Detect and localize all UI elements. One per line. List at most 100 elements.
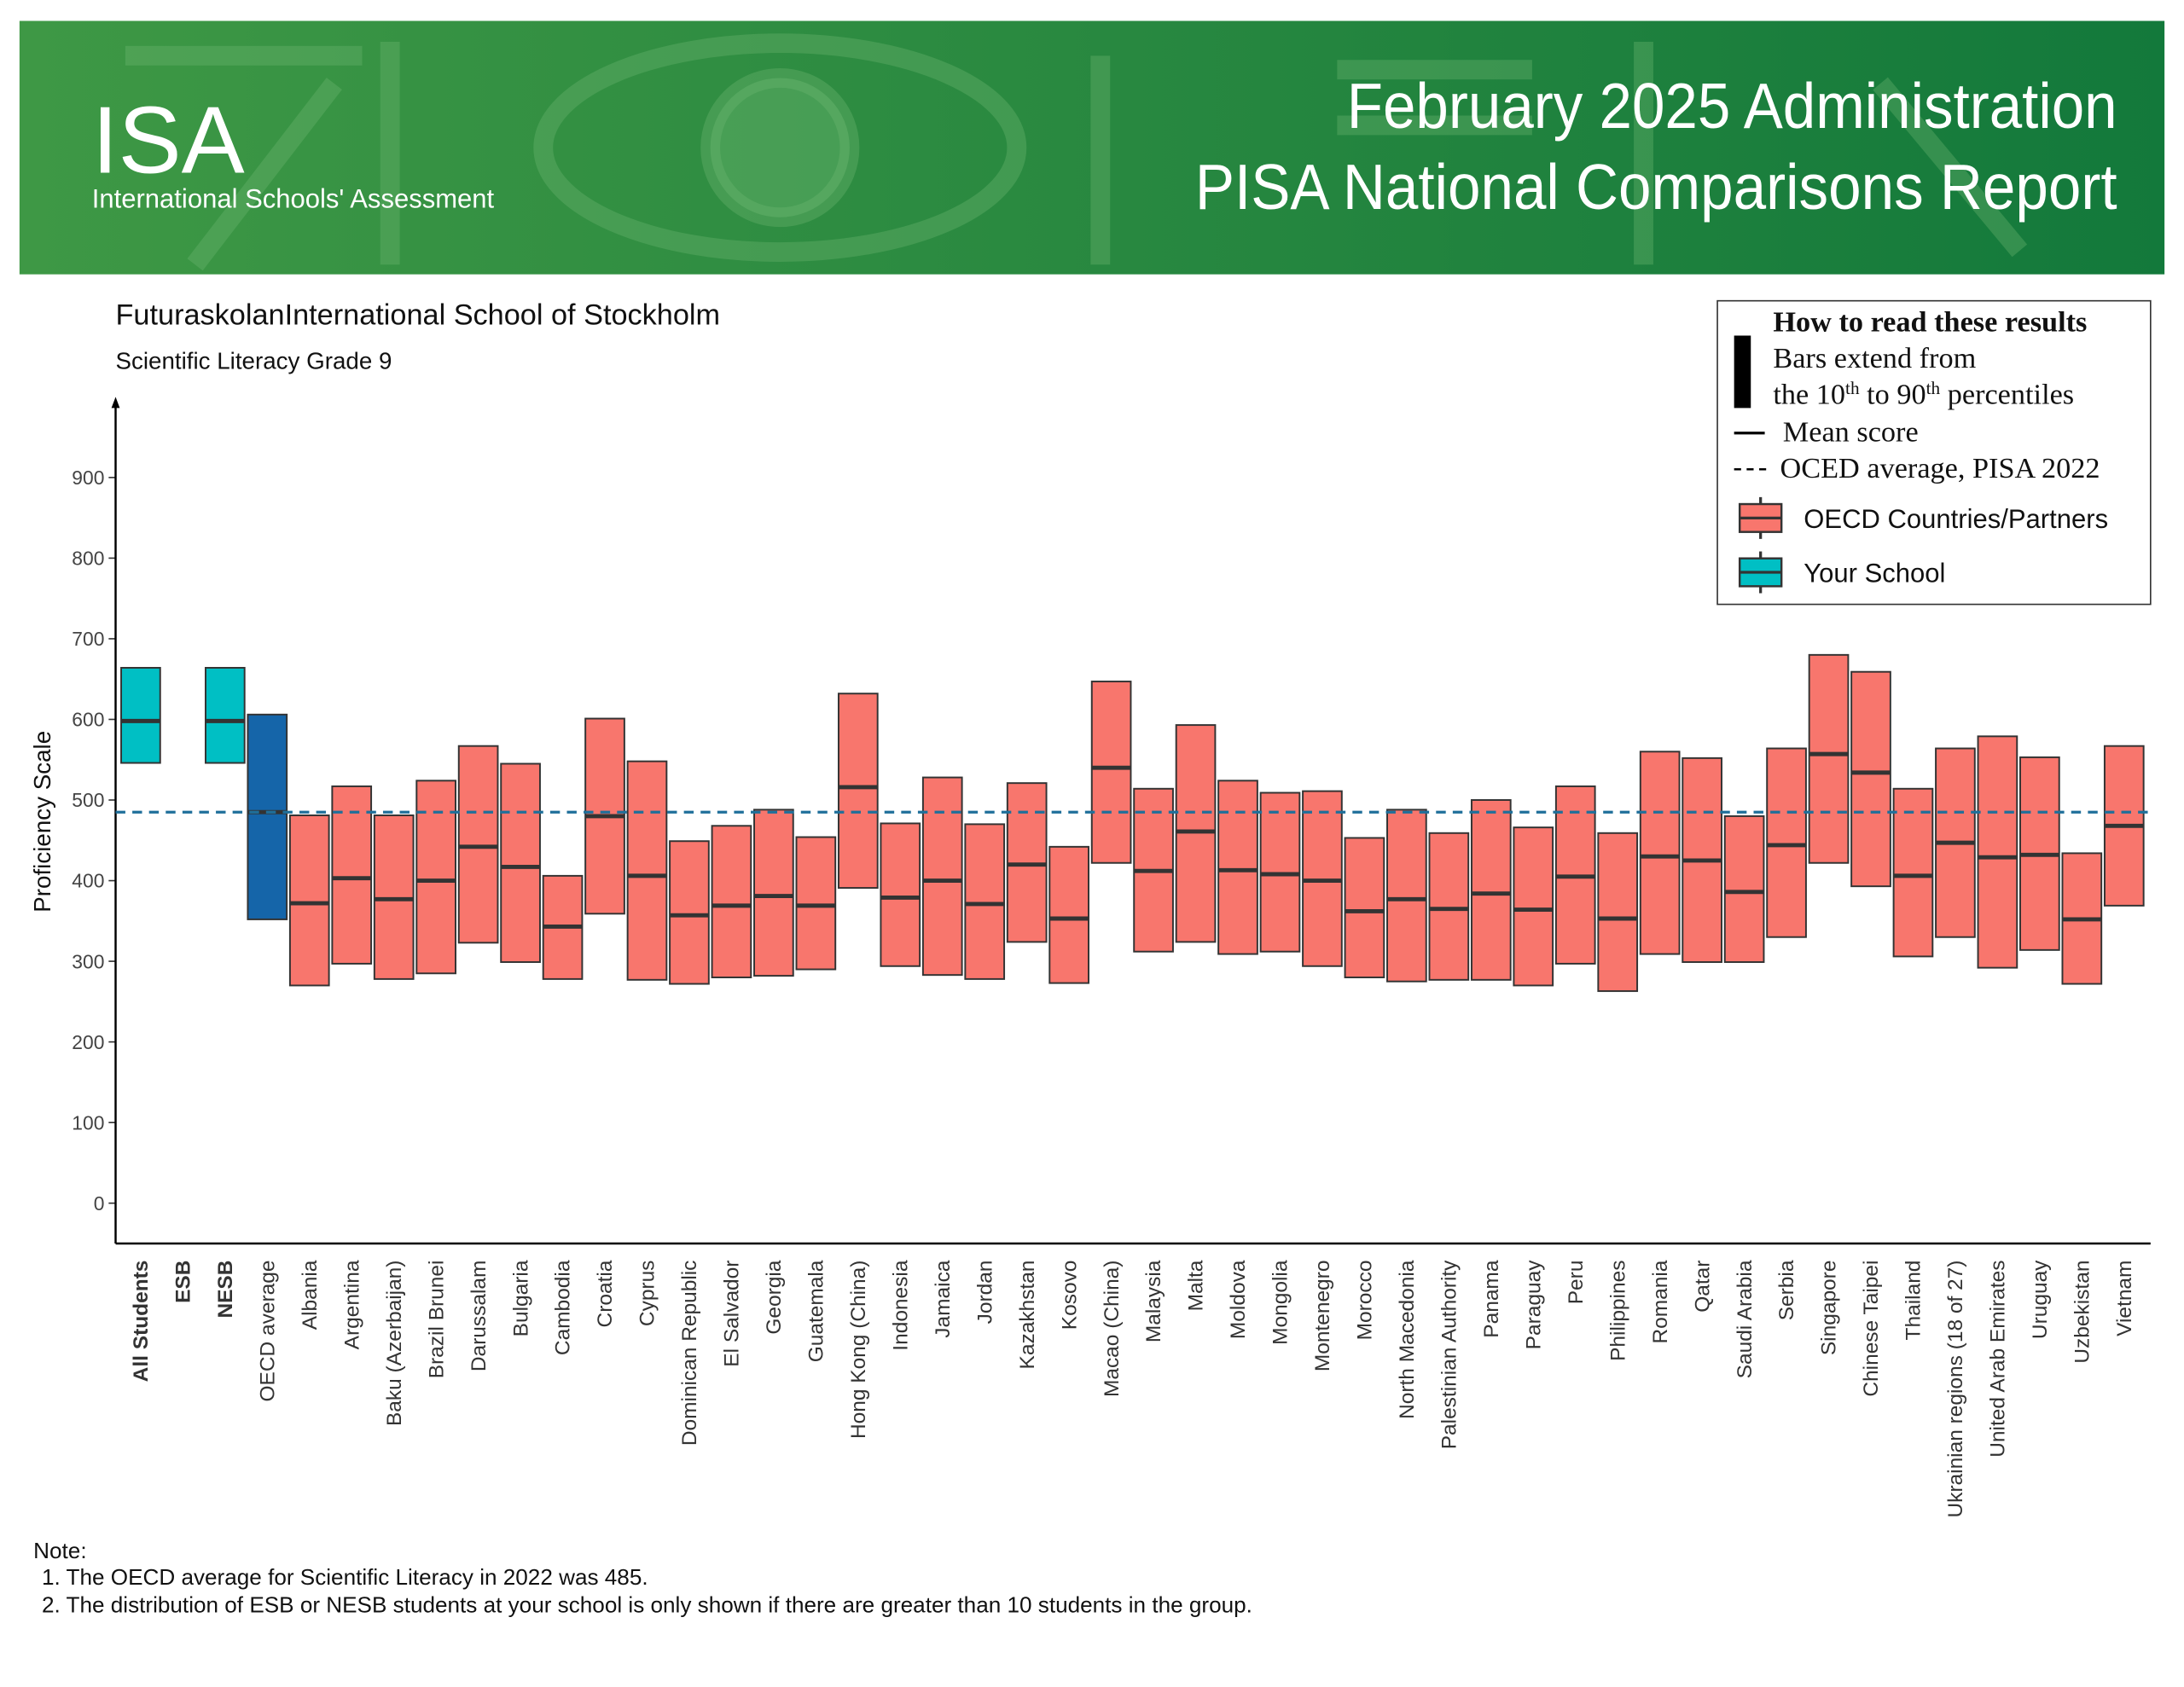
range-bar <box>880 822 921 967</box>
x-tick-label: Montenegro <box>1311 1261 1334 1372</box>
legend-text: th <box>1845 378 1860 398</box>
x-tick-label: OECD average <box>256 1261 279 1402</box>
range-bar <box>331 785 373 965</box>
x-tick-label: Uzbekistan <box>2071 1261 2094 1364</box>
range-bar <box>1850 670 1891 888</box>
y-tick-label: 700 <box>72 628 104 650</box>
x-tick-label: Albania <box>299 1260 322 1330</box>
x-tick-label: Baku (Azerbaijan) <box>383 1261 406 1426</box>
x-tick-label: Guatemala <box>805 1260 828 1362</box>
y-tick-label: 200 <box>72 1031 104 1053</box>
note-heading: Note: <box>33 1538 86 1563</box>
range-bar <box>1470 799 1512 981</box>
y-tick-label: 0 <box>94 1192 105 1215</box>
range-bar <box>1723 815 1765 964</box>
chart-subtitle: Scientific Literacy Grade 9 <box>116 348 392 374</box>
x-tick-label: Kosovo <box>1058 1261 1081 1330</box>
x-tick-label: Brazil Brunei <box>425 1261 448 1379</box>
range-bar <box>1386 809 1427 983</box>
range-bar <box>204 666 246 764</box>
chart-title: FuturaskolanInternational School of Stoc… <box>116 299 721 331</box>
note: 2. The distribution of ESB or NESB stude… <box>42 1592 1252 1618</box>
x-tick-label: Philippines <box>1606 1261 1629 1361</box>
range-bar <box>247 713 288 920</box>
y-tick-label: 400 <box>72 870 104 892</box>
y-tick-label: 800 <box>72 548 104 570</box>
range-bar <box>837 693 879 890</box>
range-bar <box>1344 837 1385 978</box>
x-tick-label: Peru <box>1565 1261 1588 1305</box>
y-tick-label: 600 <box>72 709 104 731</box>
x-tick-label: Morocco <box>1354 1261 1377 1341</box>
legend-text: Mean score <box>1783 416 1919 449</box>
x-tick-label: Vietnam <box>2113 1261 2136 1336</box>
x-tick-label: Georgia <box>763 1260 786 1334</box>
y-tick-label: 500 <box>72 789 104 811</box>
legend-label: Your School <box>1804 558 1945 588</box>
x-tick-label: El Salvador <box>721 1261 744 1367</box>
range-bar <box>1892 787 1934 958</box>
legend-text: Bars extend from <box>1773 342 1976 374</box>
x-tick-label: Cambodia <box>552 1260 575 1355</box>
x-tick-label: ESB <box>172 1261 195 1303</box>
logo-subtitle: International Schools' Assessment <box>92 183 495 213</box>
y-tick-label: 100 <box>72 1111 104 1133</box>
x-tick-label: NESB <box>214 1261 237 1319</box>
x-tick-label: Panama <box>1480 1260 1503 1338</box>
x-tick-label: United Arab Emirates <box>1987 1261 2010 1458</box>
x-tick-label: Chinese Taipei <box>1860 1261 1883 1397</box>
report-title: February 2025 Administration <box>1347 70 2117 142</box>
x-tick-label: Malaysia <box>1142 1260 1165 1342</box>
range-bar <box>1597 832 1639 993</box>
legend-label: OECD Countries/Partners <box>1804 504 2108 534</box>
x-tick-label: Darussalam <box>468 1261 491 1372</box>
x-tick-label: North Macedonia <box>1396 1260 1419 1419</box>
report-title: PISA National Comparisons Report <box>1195 151 2117 223</box>
legend-text: the 10th to 90th percentiles <box>1773 378 2074 410</box>
x-tick-label: Palestinian Authority <box>1438 1260 1461 1449</box>
range-bar <box>288 815 330 987</box>
x-tick-label: Saudi Arabia <box>1734 1260 1757 1378</box>
x-tick-label: All Students <box>130 1261 153 1383</box>
range-bar <box>120 666 161 764</box>
range-bar <box>500 762 541 964</box>
range-bar <box>1808 653 1850 864</box>
range-bar <box>711 825 752 978</box>
x-tick-label: Malta <box>1185 1260 1208 1311</box>
header-banner <box>19 20 2165 275</box>
plot: 0 100 200 300 400 500 600 700 800 900 All Students… <box>72 397 2151 1518</box>
x-tick-label: Dominican Republic <box>678 1261 701 1446</box>
x-tick-label: Jamaica <box>932 1260 955 1338</box>
legend-title: How to read these results <box>1773 306 2087 339</box>
range-bar <box>795 836 837 971</box>
y-tick-label: 900 <box>72 467 104 489</box>
range-bar <box>1428 832 1470 981</box>
x-tick-label: Cyprus <box>636 1261 659 1327</box>
logo: ISA <box>92 86 245 193</box>
x-tick-label: Mongolia <box>1269 1260 1292 1345</box>
range-bar <box>1217 780 1258 955</box>
legend-text: th <box>1926 378 1941 398</box>
x-tick-label: Singapore <box>1818 1261 1841 1356</box>
range-bar <box>964 823 1006 980</box>
legend-text: to 90 <box>1860 378 1926 410</box>
legend-bar-icon <box>1734 335 1751 409</box>
range-bar <box>415 780 456 975</box>
y-tick-label: 300 <box>72 950 104 972</box>
legend-text: OCED average, PISA 2022 <box>1780 452 2100 484</box>
x-tick-label: Paraguay <box>1522 1260 1545 1350</box>
x-tick-label: Ukrainian regions (18 of 27) <box>1944 1261 1967 1518</box>
x-tick-label: Argentina <box>340 1260 363 1349</box>
range-bar <box>1639 751 1681 955</box>
range-bar <box>753 809 794 977</box>
x-tick-label: Indonesia <box>889 1260 912 1351</box>
y-axis-arrow <box>111 397 120 409</box>
x-tick-label: Moldova <box>1227 1260 1250 1339</box>
x-tick-label: Bulgaria <box>509 1260 532 1336</box>
range-bar <box>1513 826 1554 987</box>
legend-text: the 10 <box>1773 378 1845 410</box>
x-tick-label: Jordan <box>973 1261 996 1325</box>
x-tick-label: Kazakhstan <box>1016 1261 1039 1370</box>
x-tick-label: Qatar <box>1691 1261 1714 1313</box>
range-bar <box>1766 747 1807 938</box>
